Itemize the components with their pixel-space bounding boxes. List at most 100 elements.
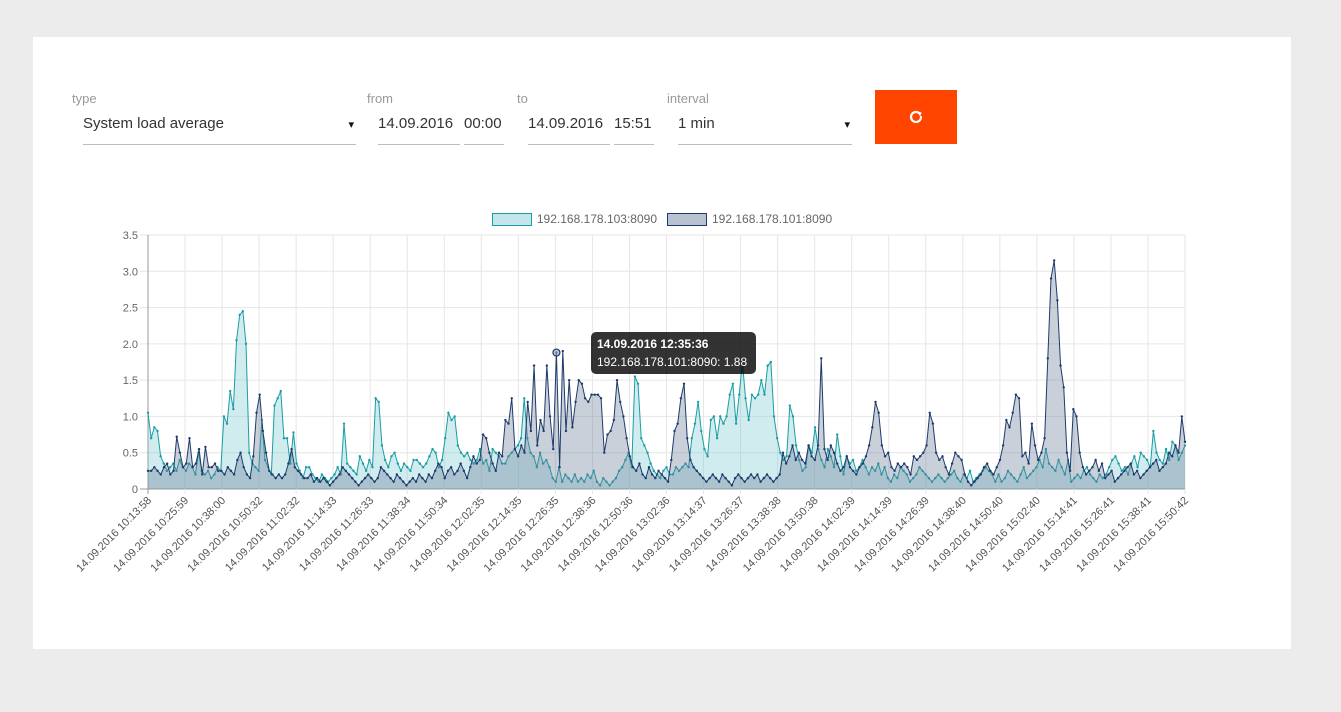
from-label: from — [367, 91, 393, 106]
series-2-point — [823, 447, 826, 451]
series-1-point — [564, 473, 567, 476]
from-time-input[interactable]: 00:00 — [464, 92, 504, 145]
series-2-point — [284, 473, 287, 476]
series-1-area — [148, 311, 1185, 489]
series-2-point — [963, 473, 967, 476]
series-1-point — [1069, 480, 1073, 483]
series-1-point — [605, 480, 608, 483]
series-2-point — [379, 466, 383, 469]
series-1-point — [1171, 440, 1174, 444]
to-time-input[interactable]: 15:51 — [614, 92, 654, 145]
series-2-point — [360, 480, 363, 483]
series-1-point — [481, 462, 485, 465]
series-2-point — [899, 466, 903, 469]
series-2-point — [338, 473, 341, 476]
y-tick-label: 3.0 — [123, 266, 138, 278]
series-2-point — [650, 473, 654, 476]
from-date-input[interactable]: 14.09.2016 — [378, 92, 460, 145]
series-2-point — [1037, 458, 1040, 462]
series-2-point — [424, 480, 427, 483]
series-1-point — [415, 458, 418, 462]
refresh-button[interactable] — [875, 90, 957, 144]
series-2-point — [1097, 469, 1101, 473]
series-2-point — [928, 411, 931, 414]
legend-item-series-1[interactable]: 192.168.178.103:8090 — [491, 212, 657, 226]
series-1-point — [184, 469, 188, 473]
series-1-point — [485, 458, 488, 462]
series-2-point — [893, 469, 896, 473]
series-2-point — [657, 469, 660, 473]
series-2-point — [733, 476, 737, 480]
refresh-icon — [909, 110, 923, 124]
series-1-point — [943, 480, 946, 483]
series-1-point — [238, 313, 241, 317]
series-1-point — [1044, 447, 1048, 451]
series-1-point — [810, 451, 814, 454]
series-2-point — [322, 476, 325, 480]
series-2-point — [641, 473, 644, 476]
interval-select[interactable]: 1 min ▾ — [678, 92, 852, 145]
series-1-point — [908, 480, 912, 483]
series-1-point — [175, 469, 178, 473]
series-1-point — [779, 451, 782, 454]
series-2-point — [871, 426, 874, 429]
interval-label: interval — [667, 91, 709, 106]
series-2-point — [663, 476, 667, 480]
series-2-point — [1005, 418, 1008, 422]
series-1-point — [614, 476, 618, 480]
series-2-point — [181, 466, 185, 469]
series-2-point — [1068, 469, 1072, 473]
to-date-input[interactable]: 14.09.2016 — [528, 92, 610, 145]
type-select[interactable]: System load average ▾ — [83, 92, 356, 145]
y-tick-label: 2.0 — [123, 339, 138, 351]
series-1-point — [640, 437, 643, 440]
series-2-point — [842, 466, 845, 469]
series-1-point — [1051, 466, 1054, 469]
series-1-point — [674, 466, 678, 469]
series-1-point — [156, 429, 159, 433]
series-2-point — [558, 466, 561, 469]
series-1-point — [494, 451, 497, 454]
series-2-point — [1024, 451, 1027, 454]
series-1-point — [1047, 462, 1051, 465]
series-2-point — [494, 469, 497, 473]
series-2-point — [1062, 386, 1065, 389]
series-1-point — [232, 407, 235, 411]
series-1-point — [681, 466, 684, 469]
series-1-point — [194, 473, 197, 476]
series-1-point — [469, 458, 472, 462]
load-average-chart: 00.51.01.52.02.53.03.514.09.2016 10:13:5… — [74, 230, 1191, 574]
series-1-point — [842, 473, 845, 476]
series-1-point — [595, 480, 599, 483]
series-1-point — [345, 462, 349, 465]
series-2-point — [293, 466, 296, 469]
series-1-point — [785, 455, 788, 458]
series-2-point — [708, 476, 711, 480]
series-1-point — [466, 451, 469, 454]
series-2-point — [711, 473, 714, 476]
series-2-point — [705, 480, 708, 483]
series-2-point — [583, 397, 587, 400]
series-1-point — [418, 462, 422, 465]
series-2-point — [1161, 466, 1164, 469]
series-1-point — [355, 473, 358, 476]
series-2-point — [772, 480, 775, 483]
series-2-point — [411, 476, 415, 480]
series-2-point — [315, 476, 319, 480]
series-1-point — [883, 466, 886, 469]
series-2-point — [191, 466, 194, 469]
series-1-point — [1101, 476, 1104, 480]
series-1-point — [725, 415, 728, 418]
series-2-point — [331, 480, 335, 483]
series-2-point — [1148, 466, 1152, 469]
legend-item-series-2[interactable]: 192.168.178.101:8090 — [667, 212, 832, 226]
series-1-point — [235, 339, 238, 342]
series-2-point — [670, 458, 673, 462]
series-1-point — [775, 437, 779, 440]
series-2-point — [934, 451, 938, 454]
series-2-point — [1155, 458, 1158, 462]
series-1-point — [383, 458, 387, 462]
series-2-point — [638, 462, 641, 465]
series-2-point — [1021, 455, 1024, 458]
series-2-point — [730, 484, 734, 487]
